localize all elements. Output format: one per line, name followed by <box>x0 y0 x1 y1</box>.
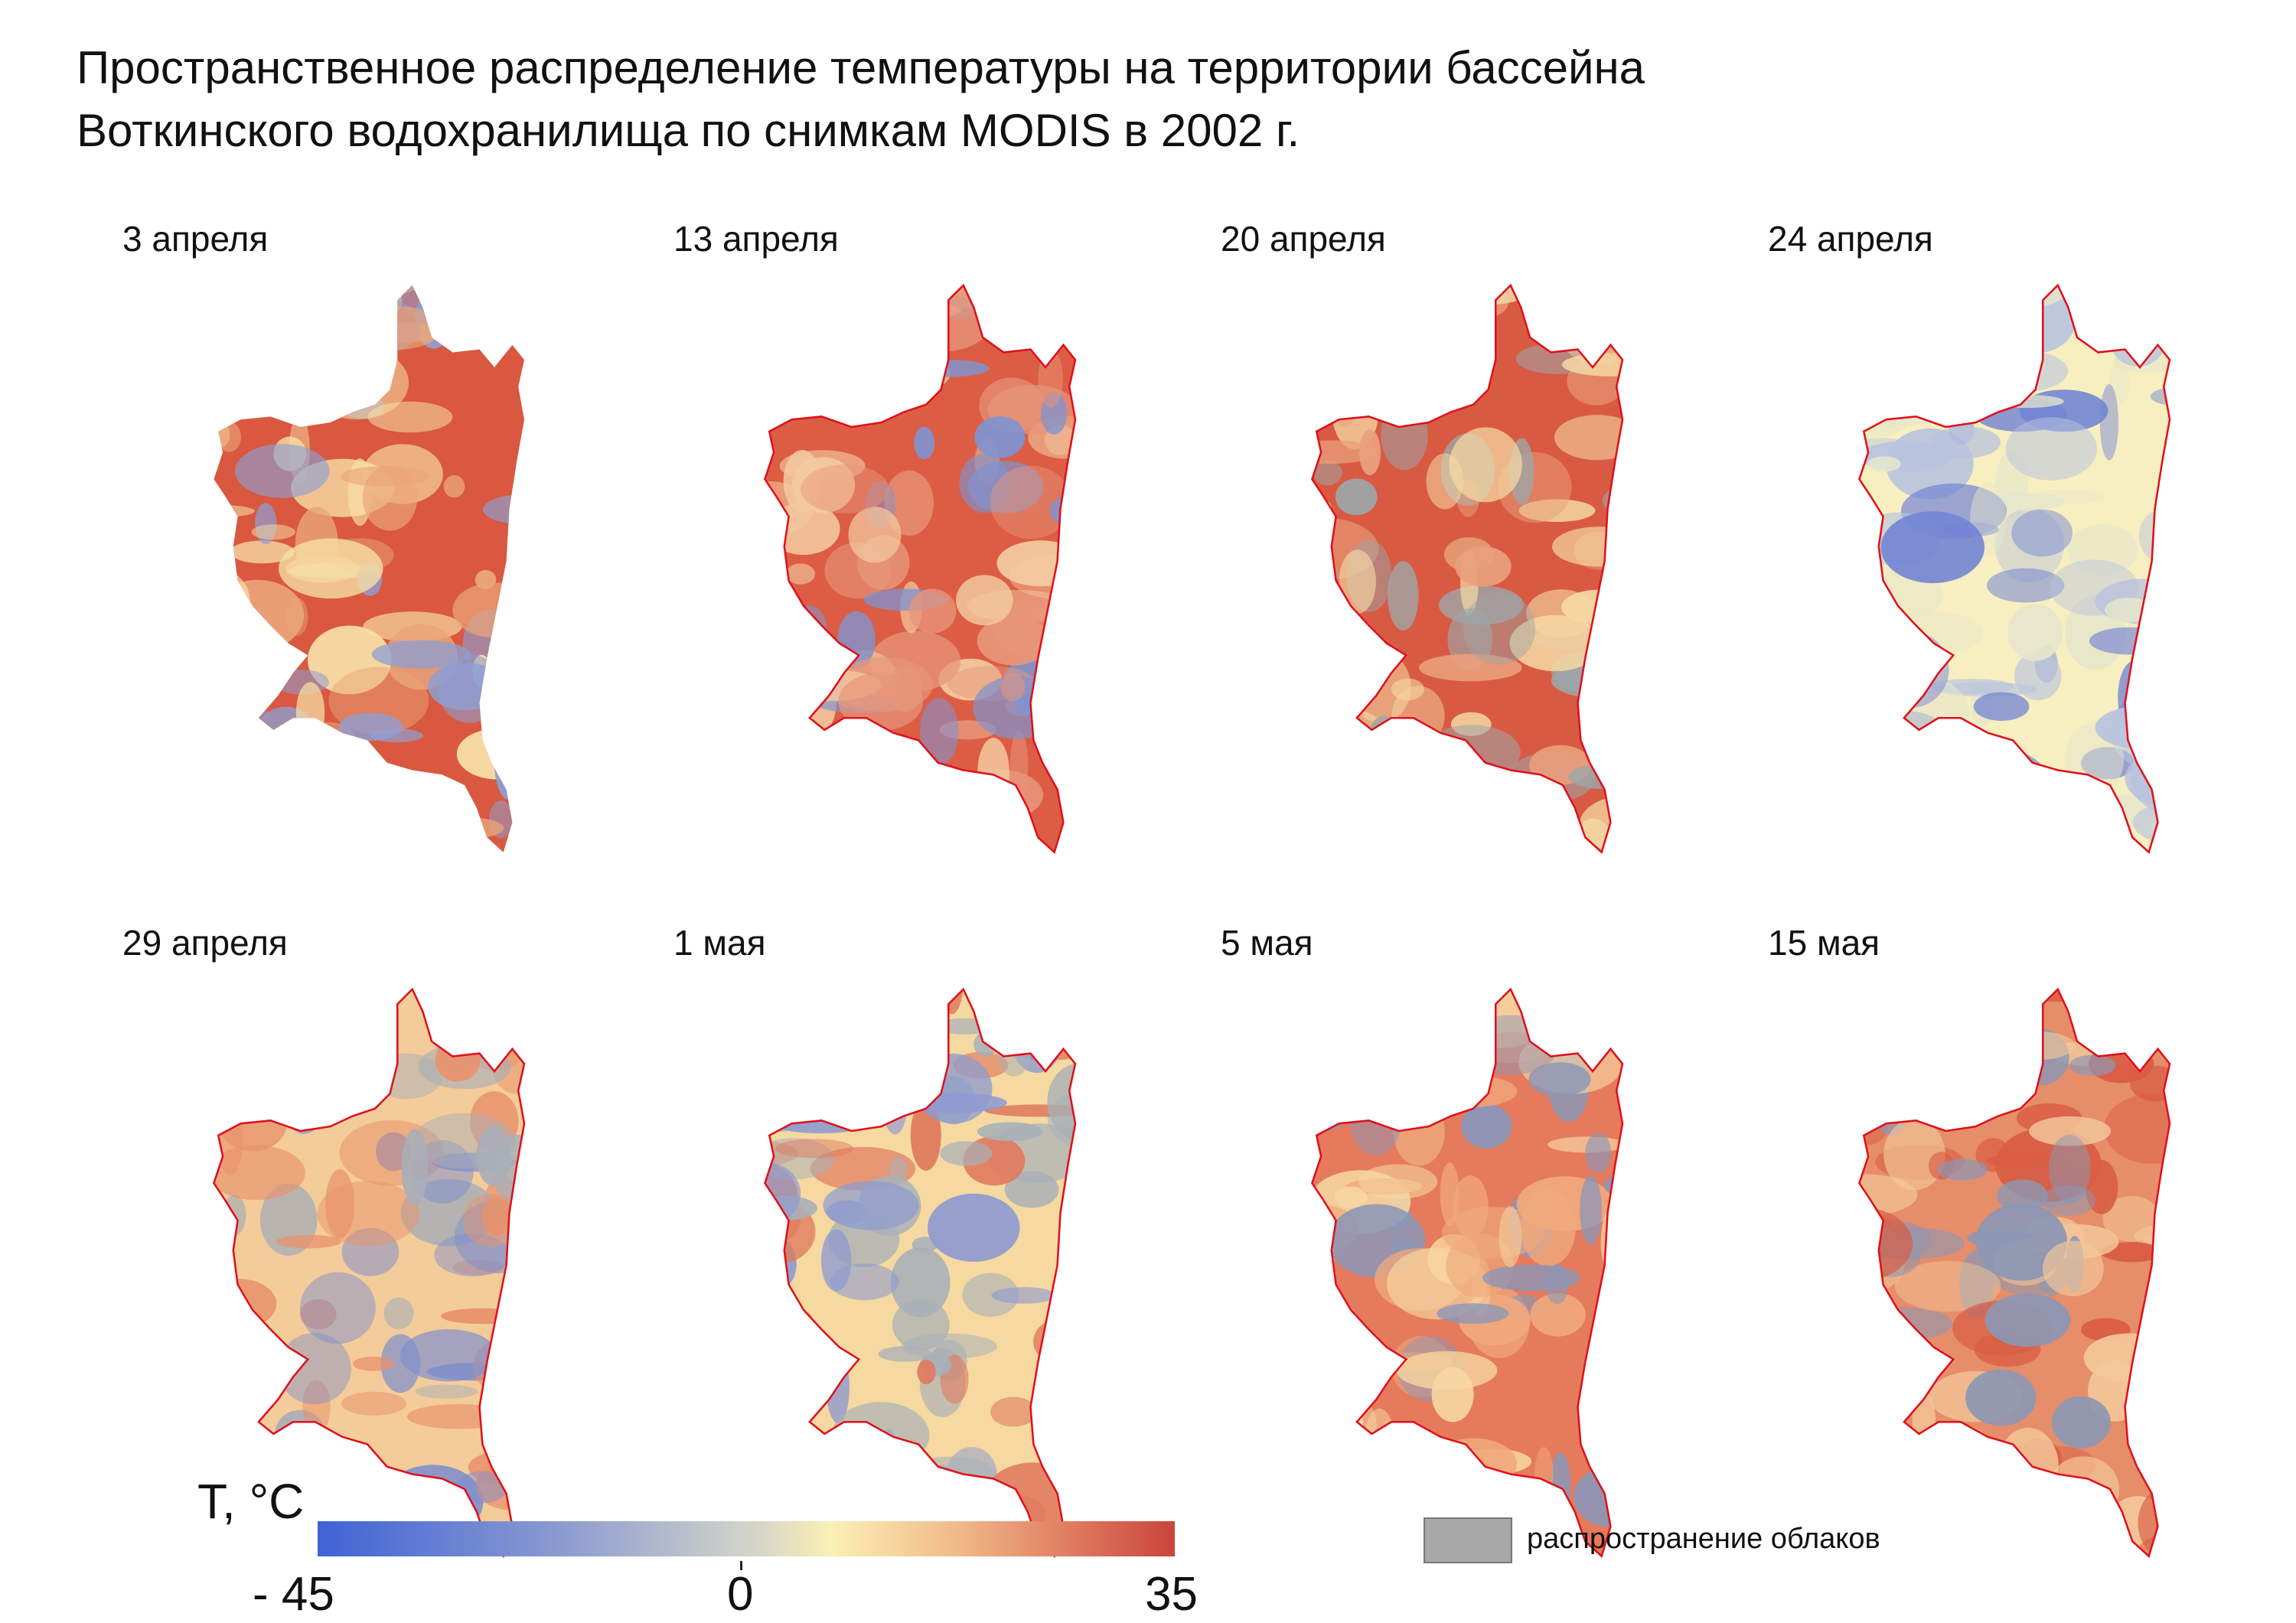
legend-title: T, °C <box>197 1474 305 1529</box>
map-panel-6: 1 мая <box>628 922 1179 1611</box>
temperature-raster <box>1312 285 1623 852</box>
temperature-raster <box>214 285 525 852</box>
temperature-map-1 <box>214 285 525 852</box>
map-title-line2: Воткинского водохранилища по снимкам MOD… <box>77 105 1300 156</box>
temperature-raster <box>765 285 1076 852</box>
basin-boundary <box>1858 987 2171 1559</box>
temperature-raster <box>1859 989 2170 1556</box>
temperature-map-4 <box>1858 283 2171 855</box>
basin-boundary <box>764 987 1077 1559</box>
map-title: Пространственное распределение температу… <box>77 37 1645 162</box>
basin-boundary <box>1858 283 2171 855</box>
temperature-map-8 <box>1858 987 2171 1559</box>
panel-date-label: 5 мая <box>1221 923 1313 963</box>
basin-boundary <box>764 283 1077 855</box>
temperature-map-7 <box>1311 987 1624 1559</box>
map-panel-3: 20 апреля <box>1175 218 1726 907</box>
map-panel-7: 5 мая <box>1175 922 1726 1611</box>
temperature-map-5 <box>213 987 526 1559</box>
temperature-map-3 <box>1311 283 1624 855</box>
map-panel-8: 15 мая <box>1722 922 2273 1611</box>
panel-date-label: 1 мая <box>673 923 766 963</box>
panel-date-label: 15 мая <box>1768 923 1880 963</box>
panel-date-label: 3 апреля <box>122 219 269 259</box>
temperature-colorbar <box>318 1521 1175 1556</box>
basin-boundary <box>1311 987 1624 1559</box>
panel-date-label: 29 апреля <box>122 923 288 963</box>
colorbar-mid-label: 0 <box>727 1568 754 1621</box>
colorbar-zero-tick <box>740 1561 742 1570</box>
map-panel-2: 13 апреля <box>628 218 1179 907</box>
temperature-raster <box>1859 285 2170 852</box>
temperature-map-2 <box>764 283 1077 855</box>
temperature-map-6 <box>764 987 1077 1559</box>
panel-date-label: 20 апреля <box>1221 219 1386 259</box>
cloud-legend-label: распространение облаков <box>1527 1523 1880 1555</box>
basin-boundary <box>1311 283 1624 855</box>
map-panel-1: 3 апреля <box>77 218 628 907</box>
cloud-legend-swatch <box>1424 1517 1512 1563</box>
basin-boundary <box>213 987 526 1559</box>
map-title-line1: Пространственное распределение температу… <box>77 42 1645 93</box>
map-panel-4: 24 апреля <box>1722 218 2273 907</box>
map-panel-5: 29 апреля <box>77 922 628 1611</box>
colorbar-max-label: 35 <box>1145 1568 1198 1621</box>
panel-date-label: 13 апреля <box>673 219 839 259</box>
temperature-raster <box>765 989 1076 1556</box>
colorbar-min-label: - 45 <box>253 1568 334 1621</box>
panel-date-label: 24 апреля <box>1768 219 1933 259</box>
